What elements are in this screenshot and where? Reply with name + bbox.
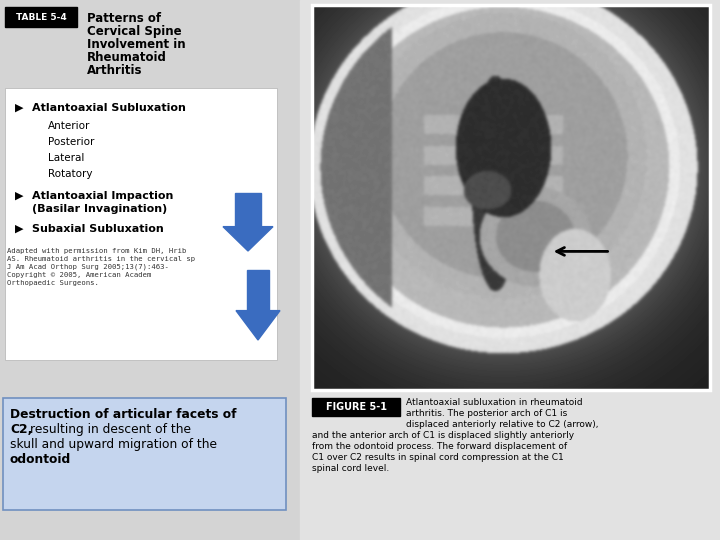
Text: Lateral: Lateral <box>48 153 84 163</box>
Text: Posterior: Posterior <box>48 137 94 147</box>
Bar <box>0 0 300 540</box>
Text: ▶: ▶ <box>15 224 24 234</box>
Text: FIGURE 5-1: FIGURE 5-1 <box>325 402 387 412</box>
Text: Atlantoaxial Impaction: Atlantoaxial Impaction <box>32 191 174 201</box>
Text: arthritis. The posterior arch of C1 is: arthritis. The posterior arch of C1 is <box>406 409 567 418</box>
Text: Atlantoaxial subluxation in rheumatoid: Atlantoaxial subluxation in rheumatoid <box>406 398 582 407</box>
FancyBboxPatch shape <box>5 88 277 360</box>
Bar <box>300 0 720 540</box>
Text: skull and upward migration of the: skull and upward migration of the <box>10 438 217 451</box>
Text: Destruction of articular facets of: Destruction of articular facets of <box>10 408 236 421</box>
Text: (Basilar Invagination): (Basilar Invagination) <box>32 204 167 214</box>
Text: ▶: ▶ <box>15 191 24 201</box>
Text: Involvement in: Involvement in <box>87 38 186 51</box>
Bar <box>235 193 261 227</box>
Text: Rheumatoid: Rheumatoid <box>87 51 167 64</box>
FancyBboxPatch shape <box>3 398 286 510</box>
Text: Subaxial Subluxation: Subaxial Subluxation <box>32 224 163 234</box>
Text: Patterns of: Patterns of <box>87 12 161 25</box>
Text: C1 over C2 results in spinal cord compression at the C1: C1 over C2 results in spinal cord compre… <box>312 453 564 462</box>
Text: from the odontoid process. The forward displacement of: from the odontoid process. The forward d… <box>312 442 567 451</box>
Text: C2,: C2, <box>10 423 32 436</box>
Bar <box>312 398 400 416</box>
Text: Cervical Spine: Cervical Spine <box>87 25 181 38</box>
Bar <box>5 7 77 27</box>
Polygon shape <box>236 310 280 340</box>
Text: resulting in descent of the: resulting in descent of the <box>30 423 191 436</box>
Text: Adapted with permission from Kim DH, Hrib
AS. Rheumatoid arthritis in the cervic: Adapted with permission from Kim DH, Hri… <box>7 248 195 287</box>
Polygon shape <box>223 227 273 251</box>
Text: odontoid: odontoid <box>10 453 71 466</box>
Text: TABLE 5-4: TABLE 5-4 <box>16 12 66 22</box>
Text: spinal cord level.: spinal cord level. <box>312 464 390 473</box>
Text: Rotatory: Rotatory <box>48 169 92 179</box>
Text: Atlantoaxial Subluxation: Atlantoaxial Subluxation <box>32 103 186 113</box>
Bar <box>246 270 269 310</box>
Text: and the anterior arch of C1 is displaced slightly anteriorly: and the anterior arch of C1 is displaced… <box>312 431 574 440</box>
Text: displaced anteriorly relative to C2 (arrow),: displaced anteriorly relative to C2 (arr… <box>406 420 598 429</box>
Text: Anterior: Anterior <box>48 121 91 131</box>
Text: ▶: ▶ <box>15 103 24 113</box>
Text: Arthritis: Arthritis <box>87 64 143 77</box>
